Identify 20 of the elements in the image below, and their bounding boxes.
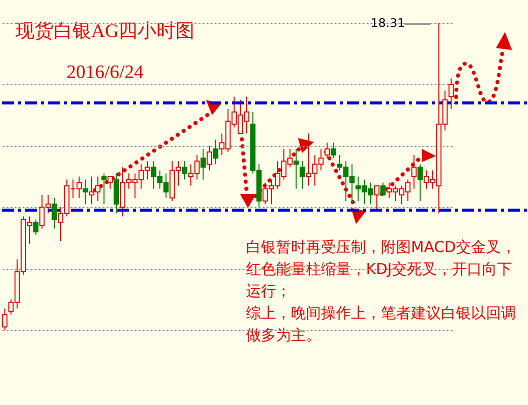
candlestick	[212, 139, 218, 165]
candlestick	[52, 197, 58, 230]
candlestick	[82, 179, 88, 205]
candlestick	[448, 78, 454, 110]
candlestick	[294, 148, 299, 190]
candlestick	[182, 160, 188, 180]
annotation: 18.31	[370, 16, 405, 30]
candlestick	[108, 176, 113, 190]
candlestick	[300, 160, 306, 190]
candlestick	[101, 172, 107, 205]
candlestick	[324, 142, 330, 159]
candlestick	[380, 182, 386, 196]
candlestick	[418, 164, 423, 202]
candlestick	[330, 142, 336, 159]
candlestick	[374, 185, 380, 211]
candlestick	[206, 145, 212, 171]
candlestick	[33, 218, 38, 236]
candlestick	[411, 154, 417, 190]
candlestick	[200, 148, 206, 180]
text: 2016/6/24	[65, 62, 145, 84]
